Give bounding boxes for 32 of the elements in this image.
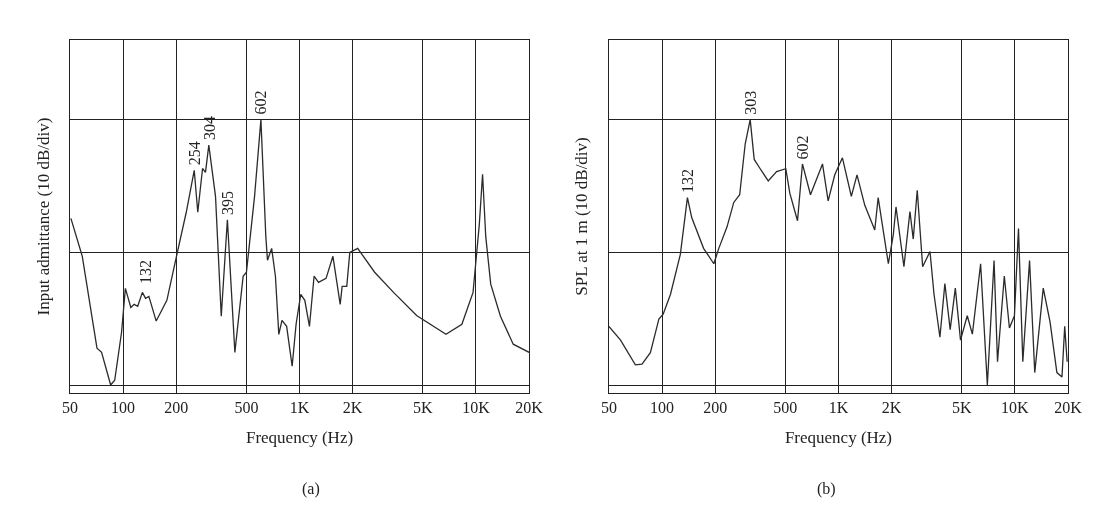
annotation: 254 [186, 141, 204, 166]
y-axis-title: Input admittance (10 dB/div) [33, 117, 53, 316]
x-tick-label: 10K [462, 399, 491, 417]
x-tick-label: 200 [164, 399, 189, 417]
annotation: 602 [793, 135, 811, 160]
x-tick-label: 10K [1001, 399, 1030, 417]
x-tick-label: 500 [234, 399, 259, 417]
text: (b) [817, 480, 836, 498]
x-tick-label: 50 [62, 399, 78, 417]
annotation: 395 [218, 191, 236, 216]
x-tick-label: 20K [515, 399, 544, 417]
x-tick-label: 100 [650, 399, 675, 417]
x-axis-title: Frequency (Hz) [784, 427, 893, 447]
x-tick-label: 500 [773, 399, 798, 417]
annotation: 132 [678, 169, 696, 194]
y-axis-title: SPL at 1 m (10 dB/div) [572, 137, 592, 296]
x-tick-label: 100 [111, 399, 136, 417]
x-tick-label: 20K [1054, 399, 1083, 417]
x-tick-label: 5K [413, 399, 434, 417]
annotation: 304 [200, 115, 218, 140]
x-tick-label: 1K [828, 399, 849, 417]
x-tick-label: 2K [881, 399, 902, 417]
x-tick-label: 2K [342, 399, 363, 417]
text: (a) [302, 480, 320, 498]
annotation: 303 [741, 90, 759, 115]
x-tick-label: 200 [703, 399, 728, 417]
x-tick-label: 5K [952, 399, 972, 417]
annotation: 132 [137, 260, 155, 285]
annotation: 602 [252, 90, 270, 115]
x-axis-title: Frequency (Hz) [245, 427, 354, 447]
x-tick-label: 1K [289, 399, 310, 417]
x-tick-label: 50 [600, 399, 617, 417]
